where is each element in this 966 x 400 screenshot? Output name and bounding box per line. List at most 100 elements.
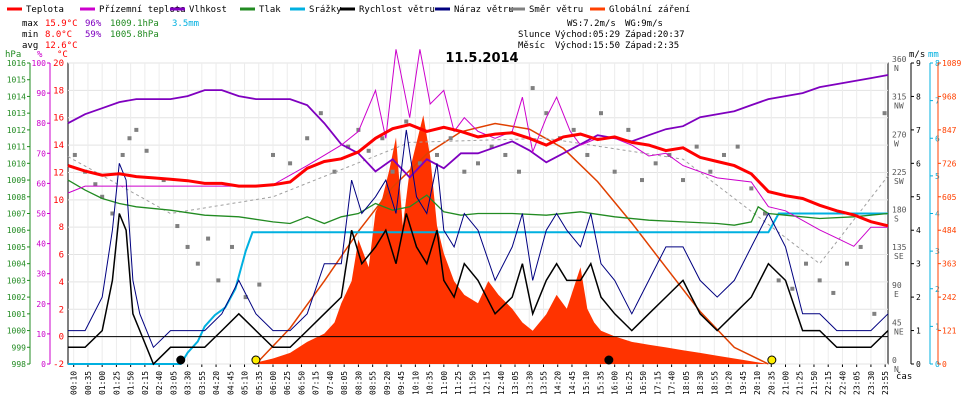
wind-direction-point [776,278,781,283]
hpa-tick-label: 1010 [7,159,26,168]
rad-tick-label: 968 [942,92,957,101]
info-sun-rise: Východ:05:29 [555,30,620,40]
hpa-tick-label: 1016 [7,59,26,68]
rad-tick-label: 242 [942,293,957,302]
legend-label: Směr větru [529,5,583,15]
info-ws: WS:7.2m/s [567,19,616,29]
time-tick-label: 01:00 [98,371,107,395]
legend-label: Globální záření [609,5,690,15]
time-tick-label: 07:40 [326,371,335,395]
info-sun-label: Slunce [518,30,551,40]
hpa-tick-label: 1003 [7,276,26,285]
wind-direction-point [134,127,139,132]
wind-direction-point [845,261,849,266]
hpa-tick-label: 1015 [7,76,26,85]
legend-label: Přízemní teplota [99,5,186,15]
series-temperature [67,123,889,228]
rad-tick-label: 0 [942,360,947,369]
dir-name-label: NE [894,327,904,336]
pct-tick-label: 90 [36,89,46,98]
legend-label: Teplota [26,5,64,15]
stats-min-hum: 59% [85,30,102,40]
wind-direction-point [571,127,576,132]
ms-tick-label: 4 [916,226,921,235]
time-tick-label: 06:25 [283,371,292,395]
pct-tick-label: 50 [36,210,46,219]
dir-tick-label: 90 [892,281,902,290]
rad-tick-label: 1089 [942,59,961,68]
stats-max-label: max [22,19,39,29]
info-moon-set: Západ:2:35 [625,41,679,51]
rad-tick-label: 726 [942,159,957,168]
hpa-tick-label: 1008 [7,193,26,202]
time-tick-label: 21:50 [810,371,819,395]
legend-label: Náraz větru [454,5,514,15]
dir-name-label: SW [894,177,904,186]
time-tick-label: 01:50 [127,371,136,395]
legend-label: Srážky [309,5,342,15]
time-tick-label: 16:50 [639,371,648,395]
time-tick-label: 11:50 [468,371,477,395]
ms-tick-label: 5 [916,193,921,202]
time-tick-label: 13:55 [539,371,548,395]
chart-title: 11.5.2014 [445,51,518,66]
temp-tick-label: 6 [59,251,64,261]
stats-min-temp: 8.0°C [45,30,72,40]
time-tick-label: 18:30 [696,371,705,395]
wind-direction-point [257,282,262,287]
time-tick-label: 22:40 [838,371,847,395]
wind-direction-point [366,148,371,153]
rad-tick-label: 847 [942,126,957,135]
legend-label: Tlak [259,5,281,15]
dir-tick-label: 225 [892,168,907,177]
wind-direction-point [612,169,617,174]
wind-direction-point [872,311,877,316]
temp-tick-label: 2 [59,305,64,315]
mm-tick-label: 0 [935,360,940,369]
time-tick-label: 21:25 [796,371,805,395]
wind-direction-point [100,194,105,199]
time-tick-label: 00:10 [70,371,79,395]
time-tick-label: 04:45 [226,371,235,395]
time-tick-label: 09:20 [383,371,392,395]
wind-direction-point [544,111,549,116]
wind-direction-point [144,148,149,153]
rad-tick-label: 605 [942,193,957,202]
temp-tick-label: 0 [59,333,64,343]
temp-tick-label: 4 [59,278,64,288]
time-tick-label: 07:15 [312,371,321,395]
wind-direction-point [749,186,754,191]
temp-tick-label: 18 [53,86,64,96]
stats-avg-label: avg [22,41,38,51]
wind-direction-point [404,119,409,124]
pct-tick-label: 40 [36,240,46,249]
wind-direction-point [681,178,685,183]
dir-name-label: E [894,290,899,299]
dir-name-label: S [894,215,899,224]
time-tick-label: 04:20 [212,371,221,395]
time-tick-label: 05:10 [241,371,250,395]
ms-tick-label: 6 [916,159,921,168]
hpa-tick-label: 1011 [7,143,26,152]
pct-tick-label: 60 [36,179,46,188]
hpa-tick-label: 999 [12,343,27,352]
wind-direction-point [722,152,726,157]
wind-direction-point [195,261,200,266]
sun-moon-marker [176,355,186,365]
wind-direction-point [476,161,480,166]
dir-name-label: NW [894,102,904,111]
time-tick-label: 17:40 [668,371,677,395]
time-tick-label: 23:30 [867,371,876,395]
dir-name-label: SE [894,252,904,261]
temp-tick-label: 16 [53,114,64,124]
info-moon-rise: Východ:15:50 [555,41,620,51]
dir-tick-label: 0 [892,356,897,365]
series-radiation [68,115,888,364]
wind-direction-point [817,278,822,283]
hpa-tick-label: 1009 [7,176,26,185]
wind-direction-point [417,161,422,166]
stats-max-press: 1009.1hPa [110,19,159,29]
dir-tick-label: 135 [892,243,907,252]
mm-axis-title: mm [928,50,939,60]
